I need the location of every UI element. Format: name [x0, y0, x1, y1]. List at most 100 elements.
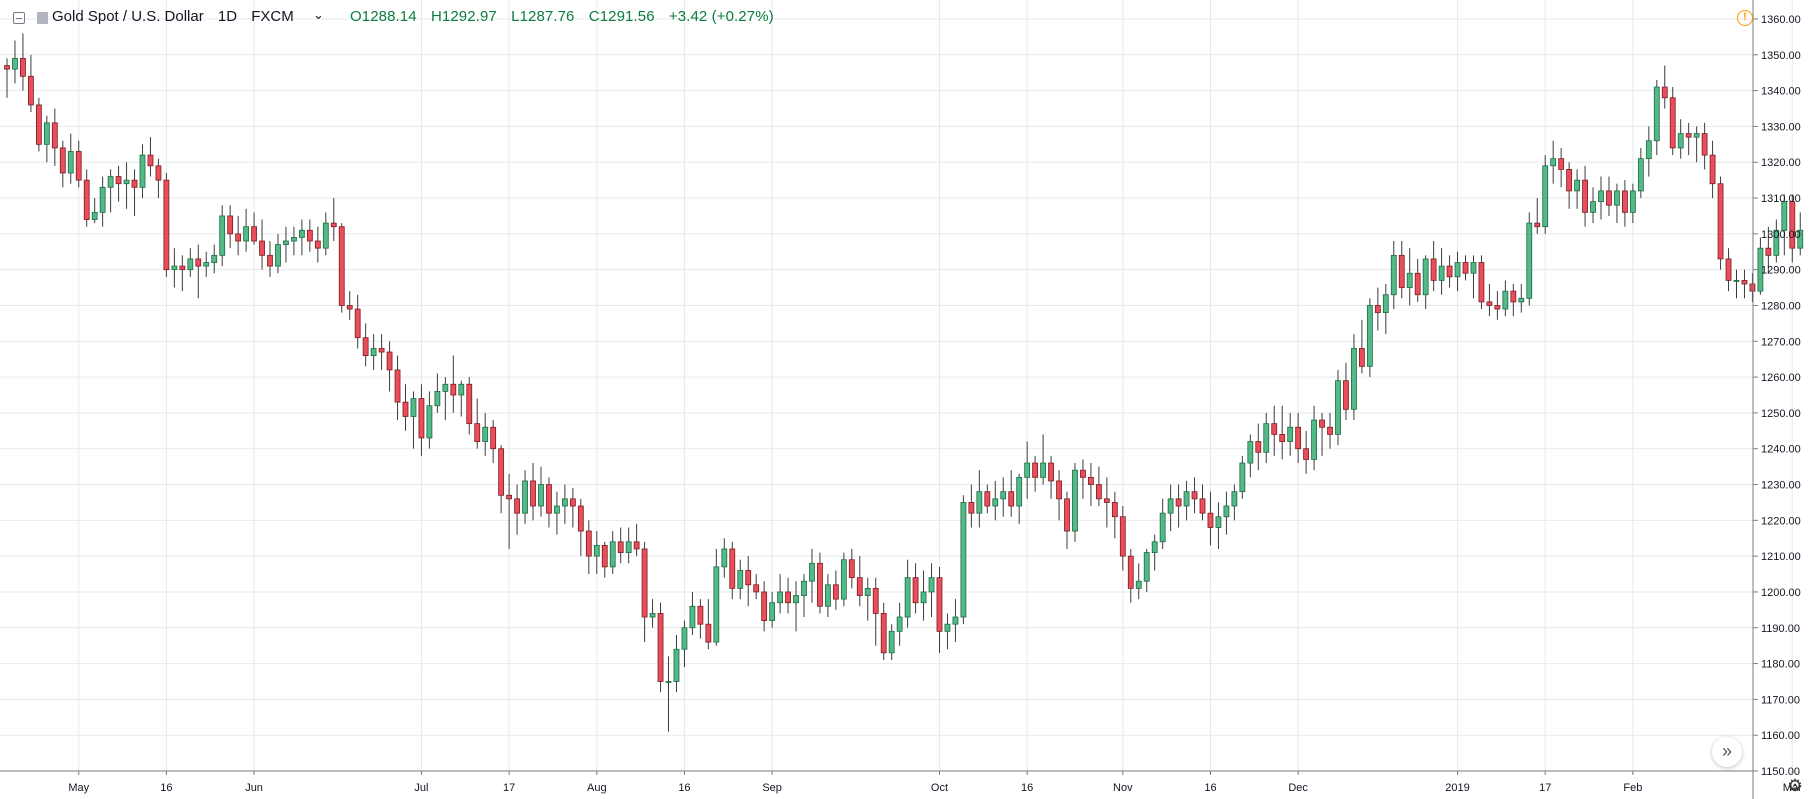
candle: [251, 212, 257, 245]
candle: [155, 158, 162, 199]
candle: [769, 591, 776, 628]
candle-body-up: [1502, 290, 1509, 310]
candle-body-down: [880, 613, 887, 654]
candle-body-down: [354, 308, 361, 339]
candle-body-down: [163, 179, 170, 271]
candle: [362, 323, 369, 367]
candle: [1366, 298, 1373, 378]
price-axis: 1150.00 1160.00 1170.00 1180.00 1190.00 1200.…: [1752, 0, 1801, 799]
candle-body-up: [43, 122, 50, 145]
candle: [91, 198, 98, 224]
time-axis: May 16 Jun Jul 17 Aug 16 Sep Oct 16 Nov 16 Dec 2019 17…: [0, 770, 1802, 794]
candle-body-down: [1327, 426, 1333, 435]
chevron-down-icon[interactable]: ⌄: [313, 7, 324, 22]
candle: [1558, 147, 1565, 188]
collapse-square-icon[interactable]: [13, 12, 25, 24]
double-chevron-right-icon[interactable]: »: [1712, 737, 1742, 767]
warning-icon[interactable]: !: [1737, 10, 1753, 26]
candle-body-down: [1343, 380, 1349, 410]
candle: [243, 208, 250, 252]
candle: [1645, 126, 1652, 177]
candle: [474, 398, 481, 449]
candle-body-down: [51, 122, 58, 149]
candle-body-down: [697, 605, 704, 625]
candle: [896, 602, 903, 646]
y-tick-label: 1220.00: [1761, 515, 1801, 527]
candle: [721, 538, 728, 578]
candle: [729, 541, 736, 600]
candle-body-up: [649, 613, 656, 618]
candle-body-down: [546, 484, 552, 514]
candle-body-up: [665, 681, 672, 683]
candle: [123, 162, 130, 209]
candle-body-down: [1789, 201, 1796, 249]
x-tick-label: Nov: [1113, 782, 1133, 794]
candle-body-up: [1040, 462, 1046, 478]
symbol-title[interactable]: Gold Spot / U.S. Dollar 1D FXCM: [52, 8, 294, 25]
candle: [410, 391, 417, 449]
candle-body-up: [187, 258, 194, 271]
candle: [1534, 198, 1541, 234]
candle-body-up: [593, 545, 600, 557]
candle: [1247, 434, 1254, 478]
candle: [1223, 491, 1230, 535]
candle: [1231, 484, 1238, 521]
candle: [450, 355, 457, 413]
candle-body-up: [91, 211, 98, 220]
flag-icon[interactable]: [37, 12, 48, 24]
candle: [1016, 473, 1023, 524]
candle-body-up: [123, 179, 130, 185]
gear-icon[interactable]: ⚙: [1787, 776, 1803, 795]
candle: [370, 334, 377, 370]
candle: [952, 599, 959, 643]
candle-body-down: [1430, 258, 1437, 281]
candle-body-down: [1103, 498, 1110, 503]
candle-body-up: [944, 623, 951, 632]
candle-body-up: [1247, 441, 1254, 464]
candle: [1398, 241, 1405, 299]
candle: [1653, 79, 1660, 156]
candle-body-down: [1622, 190, 1628, 213]
candle: [705, 599, 712, 650]
candle: [514, 484, 520, 535]
candle: [83, 169, 90, 227]
candle-body-down: [1669, 97, 1676, 149]
candle-body-down: [641, 548, 648, 618]
candle: [1629, 183, 1636, 224]
candle: [490, 420, 497, 464]
candle: [809, 548, 815, 603]
candle-body-up: [1614, 190, 1620, 206]
candle: [99, 176, 106, 227]
candle: [1183, 480, 1190, 521]
candle: [35, 97, 42, 152]
candle: [227, 205, 234, 249]
x-tick-label: May: [68, 782, 89, 794]
candle-body-down: [633, 541, 640, 550]
candle: [848, 548, 855, 589]
y-tick-label: 1150.00: [1761, 766, 1800, 778]
candle-body-down: [984, 491, 991, 507]
candle-body-down: [450, 383, 457, 396]
candle: [1095, 466, 1102, 507]
candle: [43, 115, 50, 163]
candle: [1343, 362, 1349, 421]
candle: [482, 412, 489, 456]
candle: [139, 144, 146, 199]
candle: [306, 219, 313, 252]
candle: [1590, 187, 1596, 224]
candle-body-up: [1143, 552, 1150, 582]
candle: [920, 570, 927, 621]
candle-body-down: [1359, 348, 1365, 367]
candle: [1271, 405, 1278, 456]
candle-body-up: [1311, 419, 1317, 460]
candle: [1446, 255, 1453, 288]
candle-body-up: [434, 391, 441, 407]
candle: [1056, 470, 1062, 521]
candle: [1781, 194, 1788, 256]
candle: [1622, 180, 1628, 227]
candle-body-down: [474, 423, 481, 442]
candle-body-down: [1701, 133, 1708, 156]
candle: [1606, 176, 1612, 216]
candle-body-up: [904, 577, 911, 618]
